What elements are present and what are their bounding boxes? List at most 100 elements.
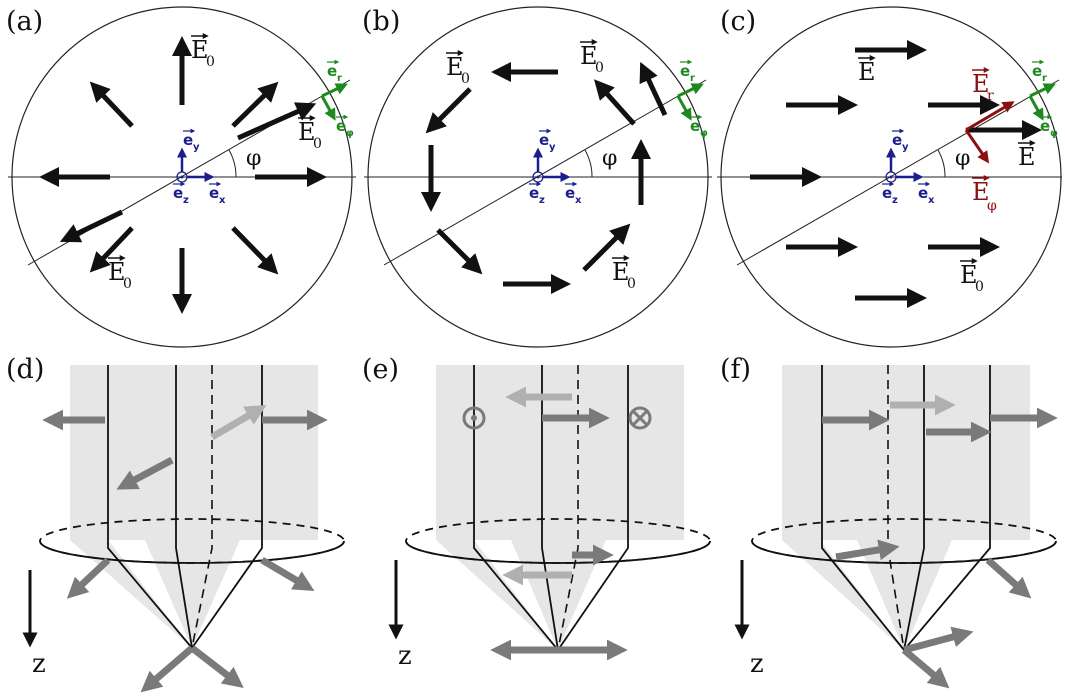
svg-text:E: E — [960, 261, 978, 289]
svg-text:φ: φ — [700, 128, 708, 139]
svg-text:z: z — [183, 195, 189, 206]
field-arrow — [140, 645, 195, 693]
e-field-arrows — [490, 407, 628, 661]
svg-text:0: 0 — [123, 276, 132, 292]
svg-text:e: e — [209, 184, 219, 202]
E-label-right: E — [1018, 140, 1036, 171]
field-arrow — [236, 102, 317, 141]
f-field-arrows — [822, 407, 1058, 689]
svg-text:x: x — [928, 195, 935, 206]
ex-label: e x — [209, 181, 226, 206]
z-axis-label: z — [398, 641, 412, 671]
svg-text:0: 0 — [627, 276, 636, 292]
svg-text:E: E — [446, 53, 464, 81]
radial-line — [736, 79, 1060, 266]
ephi-arrow — [1028, 95, 1044, 121]
field-arrow — [59, 209, 124, 243]
er-arrow — [677, 83, 704, 98]
E0-label-right: E 0 — [298, 115, 322, 152]
er-label: e r — [680, 59, 695, 84]
phi-angle-label: φ — [246, 146, 261, 171]
z-axis-label: z — [32, 649, 46, 679]
field-arrow — [89, 81, 134, 128]
field-arrow — [231, 81, 279, 128]
field-arrow — [260, 556, 315, 591]
Ephi-label: E φ — [972, 175, 997, 214]
out-of-page-icon — [462, 406, 486, 430]
lens-front — [39, 540, 345, 564]
ray-dashed — [191, 365, 213, 649]
svg-text:e: e — [565, 184, 575, 202]
field-arrow-back — [210, 405, 267, 441]
svg-text:0: 0 — [461, 71, 470, 87]
svg-text:e: e — [892, 131, 902, 149]
ephi-arrow — [676, 95, 692, 121]
lens-front — [405, 540, 711, 564]
svg-text:x: x — [575, 195, 582, 206]
svg-text:e: e — [183, 131, 193, 149]
field-arrow — [425, 87, 472, 134]
svg-text:E: E — [108, 258, 126, 286]
beam-cone — [782, 365, 1030, 650]
beam-cone — [70, 365, 318, 648]
field-arrow — [436, 228, 483, 275]
svg-text:0: 0 — [975, 279, 984, 295]
svg-text:0: 0 — [313, 136, 322, 152]
svg-text:e: e — [690, 117, 700, 135]
svg-text:e: e — [336, 117, 346, 135]
E0-label-bottom-right: E 0 — [612, 255, 636, 292]
panel-label-c: (c) — [720, 6, 756, 37]
svg-text:z: z — [539, 195, 545, 206]
svg-text:r: r — [1042, 73, 1047, 84]
svg-text:e: e — [173, 184, 183, 202]
azimuthal-field-arrows — [421, 61, 668, 294]
ey-label: e y — [539, 128, 556, 153]
panel-f: (f) z — [720, 354, 1058, 689]
ex-label: e x — [565, 181, 582, 206]
panel-label-b: (b) — [362, 6, 400, 37]
field-arrow — [903, 626, 974, 654]
ey-label: e y — [892, 128, 909, 153]
lens-front — [751, 540, 1057, 564]
panel-label-e: (e) — [362, 354, 399, 385]
svg-text:φ: φ — [346, 128, 354, 139]
er-label: e r — [1032, 59, 1047, 84]
z-axis-label: z — [750, 649, 764, 679]
field-arrow — [639, 61, 668, 117]
panel-c: (c) φ E E r E — [717, 6, 1062, 348]
into-page-icon — [628, 406, 652, 430]
field-arrow — [593, 79, 636, 126]
ex-label: e x — [918, 181, 935, 206]
d-field-arrows — [42, 409, 328, 693]
Er-label: E r — [972, 67, 994, 104]
panel-label-d: (d) — [6, 354, 44, 385]
radial-field-arrows — [39, 36, 327, 314]
field-arrow — [89, 226, 134, 273]
svg-text:E: E — [972, 70, 990, 98]
svg-text:0: 0 — [595, 60, 604, 76]
beam-cone — [436, 365, 684, 650]
svg-text:E: E — [612, 258, 630, 286]
E0-label-top-right: E 0 — [580, 39, 604, 76]
svg-text:φ: φ — [987, 198, 997, 214]
er-arrow — [321, 83, 348, 98]
ray-lines — [107, 365, 263, 649]
ray-lines — [473, 365, 629, 651]
E0-label-bottom: E 0 — [960, 258, 984, 295]
field-arrow — [582, 223, 631, 272]
svg-text:y: y — [193, 142, 200, 153]
field-arrow — [66, 557, 111, 599]
svg-text:r: r — [337, 73, 342, 84]
radial-line — [383, 79, 707, 266]
ephi-arrow — [320, 95, 336, 121]
svg-text:e: e — [539, 131, 549, 149]
svg-text:r: r — [690, 73, 695, 84]
ez-label: e z — [882, 181, 898, 206]
svg-text:φ: φ — [1050, 128, 1058, 139]
ephi-label: e φ — [1040, 114, 1058, 139]
Ephi-arrow — [964, 129, 990, 164]
panel-d: (d) z — [6, 354, 345, 693]
E0-label-top: E 0 — [191, 33, 215, 70]
svg-text:E: E — [191, 36, 209, 64]
